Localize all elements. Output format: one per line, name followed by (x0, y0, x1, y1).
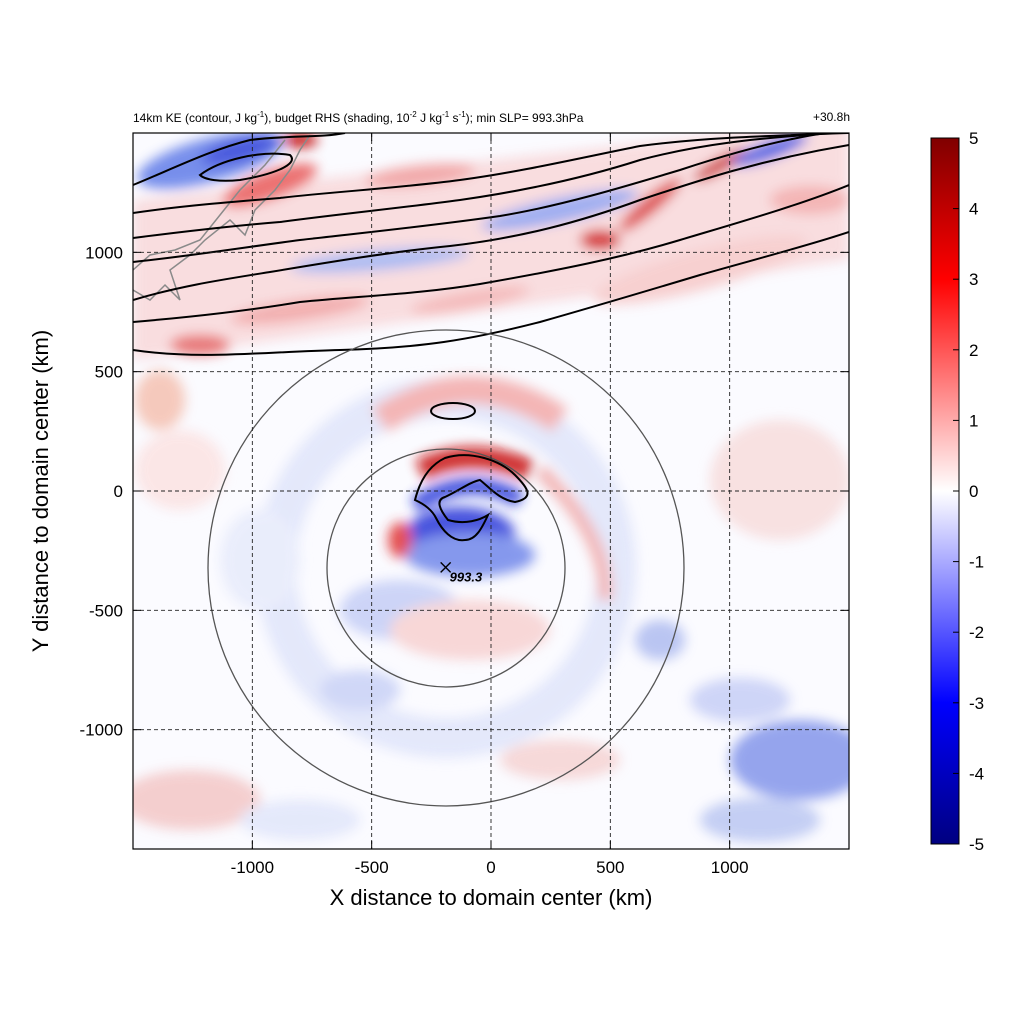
coastline (133, 134, 311, 301)
time-label: +30.8h (812, 110, 850, 124)
y-tick-label: 500 (95, 363, 123, 382)
colorbar-tick-label: -3 (969, 694, 984, 713)
x-tick-label: 0 (486, 858, 495, 877)
colorbar-tick-label: 4 (969, 200, 978, 219)
colorbar-tick-label: 3 (969, 270, 978, 289)
y-axis-ticks: -1000 -500 0 500 1000 (80, 243, 849, 740)
range-ring-inner (326, 448, 566, 688)
colorbar-tick-label: -4 (969, 764, 984, 783)
x-tick-label: -1000 (231, 858, 274, 877)
y-tick-label: 1000 (85, 243, 123, 262)
colorbar-tick-label: 1 (969, 411, 978, 430)
grid-lines (133, 133, 849, 849)
y-tick-label: -1000 (80, 721, 123, 740)
x-tick-label: 1000 (711, 858, 749, 877)
x-axis-ticks: -1000 -500 0 500 1000 (231, 133, 749, 877)
colorbar-ticks: 5 4 3 2 1 0 -1 -2 -3 -4 -5 (953, 129, 984, 854)
colorbar-tick-label: 0 (969, 482, 978, 501)
ke-contours (133, 133, 849, 542)
colorbar-tick-label: -1 (969, 553, 984, 572)
x-axis-label: X distance to domain center (km) (330, 885, 653, 910)
y-tick-label: -500 (89, 601, 123, 620)
range-ring-outer (207, 329, 685, 807)
y-tick-label: 0 (114, 482, 123, 501)
x-tick-label: -500 (355, 858, 389, 877)
shading-field (133, 133, 849, 849)
colorbar-tick-label: 5 (969, 129, 978, 148)
colorbar-tick-label: 2 (969, 341, 978, 360)
colorbar-tick-label: -2 (969, 623, 984, 642)
chart-title: 14km KE (contour, J kg-1), budget RHS (s… (133, 110, 584, 125)
y-axis-label: Y distance to domain center (km) (28, 330, 53, 652)
min-slp-marker: 993.3 (440, 561, 483, 584)
colorbar-tick-label: -5 (969, 835, 984, 854)
x-tick-label: 500 (596, 858, 624, 877)
min-slp-label: 993.3 (450, 569, 483, 584)
